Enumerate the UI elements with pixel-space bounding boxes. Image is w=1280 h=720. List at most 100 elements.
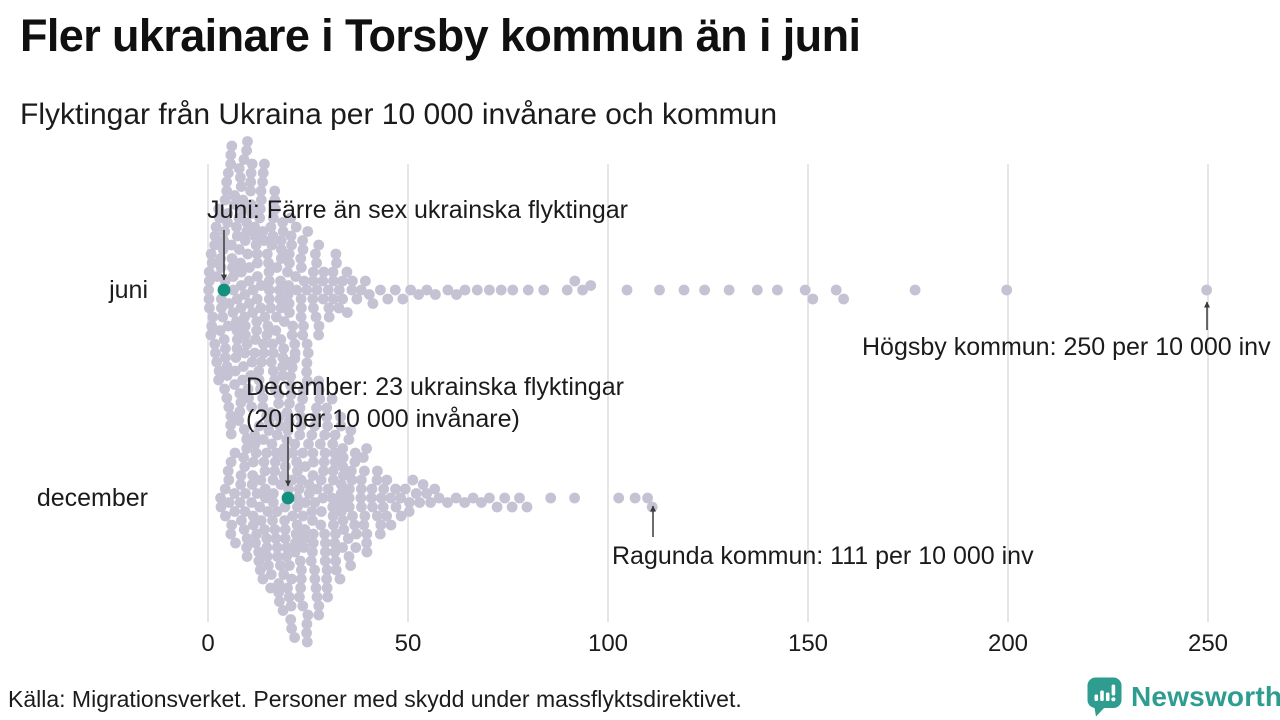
municipality-dot	[213, 374, 225, 386]
municipality-dot	[310, 248, 321, 260]
municipality-dot	[329, 546, 341, 558]
page-title: Fler ukrainare i Torsby kommun än i juni	[20, 10, 861, 61]
municipality-dot	[347, 510, 358, 522]
municipality-dot	[240, 329, 251, 341]
municipality-dot	[229, 447, 241, 459]
municipality-dot	[257, 226, 269, 237]
municipality-dot	[250, 334, 261, 345]
municipality-dot	[425, 497, 436, 508]
municipality-dot	[330, 248, 342, 260]
municipality-dot	[299, 533, 310, 544]
municipality-dot	[295, 293, 307, 305]
municipality-dot	[328, 519, 339, 531]
municipality-dot	[313, 609, 325, 621]
municipality-dot	[403, 506, 415, 517]
municipality-dot	[245, 199, 257, 210]
municipality-dot	[295, 311, 307, 323]
municipality-dot	[204, 302, 215, 314]
municipality-dot	[275, 253, 287, 264]
municipality-dot	[421, 284, 433, 296]
municipality-dot	[522, 284, 534, 296]
municipality-dot	[219, 383, 231, 395]
municipality-dot	[308, 302, 319, 314]
municipality-dot	[279, 515, 290, 526]
municipality-dot	[241, 434, 253, 445]
municipality-dot	[265, 582, 276, 594]
municipality-dot	[263, 275, 275, 287]
municipality-dot	[313, 329, 324, 341]
municipality-dot	[311, 402, 322, 414]
municipality-dot	[346, 284, 358, 296]
municipality-dot	[269, 203, 281, 215]
municipality-dot	[246, 497, 257, 508]
municipality-dot	[358, 519, 370, 531]
municipality-dot	[296, 564, 307, 576]
municipality-dot	[349, 519, 360, 531]
municipality-dot	[241, 443, 253, 454]
municipality-dot	[295, 420, 307, 432]
municipality-dot	[321, 411, 333, 423]
municipality-dot	[269, 194, 281, 206]
municipality-dot	[255, 474, 267, 486]
municipality-dot	[259, 311, 271, 323]
x-tick-label: 50	[394, 630, 422, 657]
municipality-dot	[250, 239, 262, 251]
municipality-dot	[337, 461, 349, 472]
municipality-dot	[237, 194, 249, 206]
municipality-dot	[361, 546, 373, 558]
municipality-dot	[261, 542, 273, 553]
municipality-dot	[220, 510, 231, 522]
municipality-dot	[389, 284, 401, 296]
municipality-dot	[259, 483, 271, 495]
municipality-dot	[223, 474, 235, 486]
municipality-dot	[361, 443, 372, 454]
municipality-dot	[349, 456, 361, 468]
municipality-dot	[397, 293, 409, 305]
municipality-dot	[307, 537, 319, 549]
municipality-dot	[233, 415, 245, 426]
municipality-dot	[243, 275, 255, 287]
municipality-dot	[214, 212, 226, 224]
municipality-dot	[247, 284, 259, 296]
municipality-dot	[219, 194, 231, 206]
municipality-dot	[343, 492, 355, 504]
municipality-dot	[284, 257, 295, 269]
municipality-dot	[281, 542, 293, 553]
municipality-dot	[751, 284, 763, 296]
municipality-dot	[239, 320, 251, 332]
municipality-dot	[335, 488, 347, 499]
municipality-dot	[248, 456, 259, 468]
municipality-dot	[221, 185, 233, 197]
municipality-dot	[395, 492, 406, 504]
municipality-dot	[210, 347, 221, 359]
municipality-dot	[298, 275, 310, 287]
municipality-dot	[249, 438, 261, 450]
municipality-dot	[270, 325, 282, 336]
municipality-dot	[258, 347, 270, 359]
municipality-dot	[294, 555, 306, 567]
municipality-dot	[250, 447, 262, 459]
municipality-dot	[433, 492, 445, 504]
municipality-dot	[331, 257, 342, 269]
municipality-dot	[223, 298, 235, 309]
municipality-dot	[382, 293, 394, 305]
municipality-dot	[317, 492, 329, 504]
municipality-dot	[265, 407, 277, 418]
municipality-dot	[229, 365, 241, 377]
municipality-dot	[284, 307, 295, 318]
municipality-dot	[830, 284, 842, 296]
municipality-dot	[302, 226, 314, 237]
municipality-dot	[345, 425, 357, 436]
municipality-dot	[253, 374, 265, 386]
municipality-dot	[225, 528, 237, 540]
municipality-dot	[799, 284, 811, 296]
municipality-dot	[613, 492, 625, 504]
municipality-dot	[337, 452, 349, 463]
municipality-dot	[203, 266, 215, 278]
municipality-dot	[242, 136, 253, 147]
municipality-dot	[909, 284, 921, 296]
municipality-dot	[246, 479, 258, 490]
municipality-dot	[269, 465, 280, 477]
municipality-dot	[262, 320, 274, 332]
municipality-dot	[569, 492, 580, 504]
